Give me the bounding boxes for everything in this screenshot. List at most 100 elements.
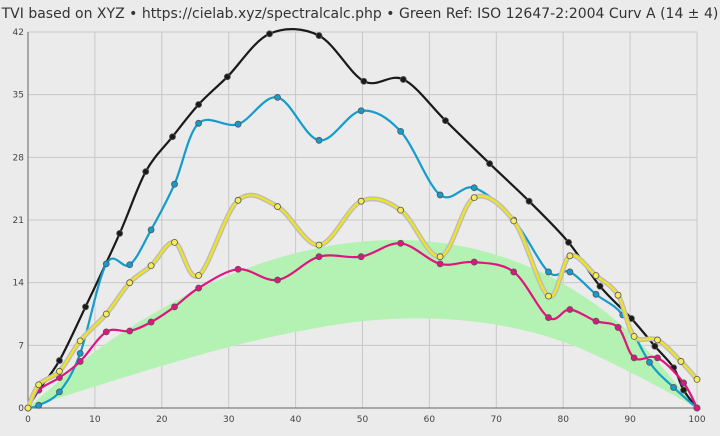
series-2-point — [397, 239, 405, 247]
series-2-point — [171, 303, 178, 311]
series-0-point — [360, 77, 368, 85]
series-3-point — [195, 272, 202, 279]
series-2-point — [126, 327, 134, 335]
series-1-point — [670, 384, 677, 391]
x-tick-label: 40 — [290, 415, 302, 425]
series-0-point — [195, 101, 202, 108]
series-3-point — [76, 337, 84, 345]
series-3-point — [126, 279, 134, 287]
series-1-point — [470, 184, 478, 192]
series-2-point — [470, 258, 478, 266]
series-1-point — [56, 388, 63, 396]
series-0-point — [82, 303, 89, 311]
series-0-point — [680, 386, 688, 394]
x-tick-label: 50 — [357, 415, 369, 425]
series-1-point — [171, 180, 178, 188]
series-2-point — [436, 260, 444, 268]
series-2-point — [592, 317, 600, 325]
y-tick-label: 35 — [13, 91, 24, 101]
x-tick-label: 90 — [624, 415, 636, 425]
series-1-point — [126, 261, 134, 269]
series-0-point — [56, 357, 63, 364]
series-0-point — [142, 168, 150, 176]
series-3-point — [654, 336, 661, 344]
reference-band — [28, 239, 697, 408]
series-0-point — [266, 30, 273, 38]
series-0-point — [596, 282, 604, 290]
series-0-point — [486, 160, 494, 168]
series-1-point — [646, 358, 653, 366]
series-3-point — [630, 332, 638, 340]
series-3-point — [470, 194, 478, 202]
series-3-point — [274, 203, 281, 210]
series-3-point — [35, 381, 43, 389]
series-2-point — [195, 284, 202, 292]
series-2-point — [614, 324, 622, 331]
series-1-point — [397, 127, 405, 135]
series-1-point — [195, 119, 202, 127]
x-tick-label: 60 — [424, 415, 436, 425]
series-0-point — [223, 73, 231, 81]
series-1-point — [274, 93, 281, 101]
y-tick-label: 7 — [18, 341, 24, 351]
series-2-point — [680, 379, 688, 387]
series-3-point — [614, 291, 622, 299]
series-1-point — [592, 290, 600, 298]
series-2-point — [654, 354, 661, 362]
series-3-point — [592, 272, 600, 279]
series-2-point — [147, 318, 155, 326]
x-tick-label: 20 — [156, 415, 168, 425]
series-2-point — [566, 306, 574, 313]
series-3-point — [436, 253, 444, 261]
series-1-point — [102, 260, 110, 268]
series-1-point — [315, 136, 323, 144]
series-1-point — [76, 349, 84, 357]
series-0-point — [651, 342, 659, 350]
x-tick-label: 100 — [688, 415, 705, 425]
series-1-point — [35, 401, 43, 409]
x-tick-label: 80 — [557, 415, 569, 425]
series-2-point — [234, 265, 242, 273]
series-0-point — [116, 230, 124, 237]
series-0-point — [565, 238, 572, 246]
series-1-point — [234, 120, 242, 128]
series-1-point — [545, 268, 552, 276]
series-1-point — [566, 268, 574, 276]
series-2-point — [545, 314, 552, 321]
series-2-point — [315, 253, 323, 261]
series-2-point — [102, 328, 110, 336]
series-3-point — [397, 206, 405, 214]
series-0-point — [169, 133, 176, 141]
series-0-point — [315, 32, 323, 39]
y-tick-label: 14 — [13, 279, 25, 289]
y-tick-label: 28 — [13, 153, 25, 163]
series-1-point — [357, 107, 365, 115]
series-2-point — [693, 404, 701, 412]
series-3-point — [677, 358, 685, 365]
series-2-point — [357, 253, 365, 261]
series-1-point — [147, 226, 155, 234]
series-0-point — [399, 76, 407, 83]
series-2-point — [510, 268, 518, 276]
series-1-point — [436, 191, 444, 199]
series-3-point — [147, 262, 155, 270]
series-3-point — [693, 375, 701, 383]
series-3-point — [566, 252, 574, 260]
chart-title: TVI based on XYZ • https://cielab.xyz/sp… — [1, 6, 719, 22]
series-2-point — [630, 354, 638, 362]
series-3-point — [24, 404, 32, 412]
series-2-point — [76, 358, 84, 365]
series-2-point — [274, 276, 281, 284]
series-3-point — [545, 292, 552, 300]
x-tick-label: 30 — [223, 415, 235, 425]
series-3-point — [510, 217, 518, 225]
y-tick-label: 42 — [13, 28, 24, 38]
y-tick-label: 21 — [13, 216, 24, 226]
y-tick-label: 0 — [18, 404, 24, 414]
series-3-point — [171, 238, 178, 246]
series-3-point — [234, 196, 242, 204]
series-0-point — [442, 117, 449, 125]
series-0-point — [525, 197, 533, 205]
